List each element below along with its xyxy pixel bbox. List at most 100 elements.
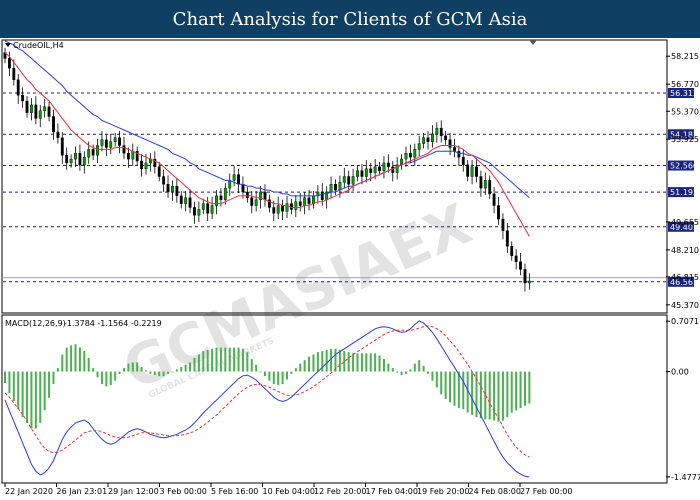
macd-histogram-bar xyxy=(219,347,222,372)
candle-body xyxy=(488,180,492,195)
macd-histogram-bar xyxy=(475,371,478,418)
candle-body xyxy=(281,205,285,212)
macd-histogram-bar xyxy=(228,347,231,372)
level-label: 51.193 xyxy=(670,188,698,197)
candle-body xyxy=(206,203,210,214)
price-ytick-label: 55.370 xyxy=(671,107,699,116)
xtick-label: 12 Feb 20:00 xyxy=(314,487,366,496)
macd-histogram-bar xyxy=(515,371,518,411)
macd-histogram-bar xyxy=(330,348,333,372)
macd-histogram-bar xyxy=(26,371,29,423)
macd-histogram-bar xyxy=(158,371,161,377)
candle-body xyxy=(38,110,42,119)
candle-body xyxy=(267,199,271,208)
candle-body xyxy=(431,133,434,142)
candle-body xyxy=(523,269,527,284)
macd-histogram-bar xyxy=(347,352,350,372)
candle-body xyxy=(82,156,86,166)
candle-body xyxy=(457,151,461,158)
macd-histogram-bar xyxy=(453,371,456,406)
macd-histogram-bar xyxy=(268,371,271,381)
macd-histogram-bar xyxy=(387,363,390,372)
macd-histogram-bar xyxy=(479,371,482,419)
macd-histogram-bar xyxy=(105,371,108,387)
candle-body xyxy=(78,153,82,166)
macd-histogram-bar xyxy=(224,347,227,372)
macd-histogram-bar xyxy=(316,352,319,372)
macd-histogram-bar xyxy=(114,371,117,381)
candle-body xyxy=(329,184,333,193)
level-tag xyxy=(668,88,694,99)
candle-body xyxy=(122,145,126,154)
candle-body xyxy=(100,139,104,146)
chart-dropdown-icon[interactable] xyxy=(5,43,11,47)
macd-histogram-bar xyxy=(528,371,531,404)
candle-body xyxy=(153,158,157,168)
candle-body xyxy=(369,168,373,173)
candle-body xyxy=(320,191,324,200)
candle-body xyxy=(364,168,368,177)
macd-histogram-bar xyxy=(281,371,284,385)
candle-body xyxy=(245,191,249,198)
macd-histogram-bar xyxy=(65,347,68,372)
macd-histogram-bar xyxy=(343,351,346,372)
macd-histogram-bar xyxy=(471,371,474,415)
macd-histogram-bar xyxy=(70,345,73,372)
candle-body xyxy=(505,230,509,247)
price-ytick-label: 46.815 xyxy=(671,273,699,282)
ma-fast-line xyxy=(4,52,530,237)
banner-title: Chart Analysis for Clients of GCM Asia xyxy=(172,8,528,30)
candle-body xyxy=(171,185,174,193)
macd-ytick-label: -1.4777 xyxy=(671,473,700,482)
candle-body xyxy=(417,143,421,150)
macd-histogram-bar xyxy=(449,371,452,403)
macd-histogram-bar xyxy=(162,371,165,377)
macd-histogram-bar xyxy=(506,371,509,418)
price-ytick-label: 56.770 xyxy=(671,80,699,89)
candle-body xyxy=(470,166,474,177)
macd-histogram-bar xyxy=(400,371,403,375)
candle-body xyxy=(461,156,465,166)
level-label: 46.561 xyxy=(670,278,698,287)
candle-body xyxy=(347,176,351,185)
candle-body xyxy=(237,174,240,185)
level-tag xyxy=(668,221,694,232)
macd-histogram-bar xyxy=(56,368,59,372)
macd-histogram-bar xyxy=(100,371,103,385)
macd-histogram-bar xyxy=(338,349,341,372)
candle-body xyxy=(30,104,33,113)
candle-body xyxy=(510,245,514,257)
macd-histogram-bar xyxy=(175,369,178,372)
macd-histogram-bar xyxy=(39,371,42,423)
macd-histogram-bar xyxy=(352,353,355,372)
macd-histogram-bar xyxy=(466,371,469,413)
candle-body xyxy=(104,139,108,148)
candle-body xyxy=(312,195,315,204)
price-panel-frame xyxy=(1,39,668,314)
candle-body xyxy=(201,203,205,210)
candle-body xyxy=(126,153,130,160)
macd-histogram-bar xyxy=(17,371,20,410)
candle-body xyxy=(453,147,456,152)
macd-histogram-bar xyxy=(391,368,394,372)
macd-histogram-bar xyxy=(167,371,170,374)
macd-histogram-bar xyxy=(501,371,504,421)
macd-histogram-bar xyxy=(404,371,407,374)
macd-histogram-bar xyxy=(171,371,174,373)
macd-histogram-bar xyxy=(78,347,81,372)
shift-marker-icon[interactable] xyxy=(529,40,537,45)
macd-histogram-bar xyxy=(83,351,86,372)
candle-body xyxy=(303,197,307,206)
macd-histogram-bar xyxy=(149,371,152,374)
macd-histogram-bar xyxy=(52,371,55,385)
price-ytick-label: 49.655 xyxy=(671,218,699,227)
macd-histogram-bar xyxy=(34,371,37,429)
macd-histogram-bar xyxy=(206,349,209,372)
candle-body xyxy=(223,187,227,200)
macd-histogram-bar xyxy=(303,360,306,372)
macd-histogram-bar xyxy=(43,371,46,411)
macd-histogram-bar xyxy=(255,364,258,372)
candle-body xyxy=(215,195,218,206)
candle-body xyxy=(439,127,443,137)
